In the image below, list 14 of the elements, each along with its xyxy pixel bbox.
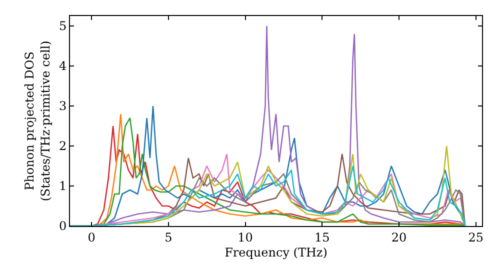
- y-tick-label: 1: [58, 179, 67, 194]
- x-axis-title: Frequency (THz): [224, 245, 328, 260]
- x-tick-label: 20: [391, 230, 407, 244]
- y-tick-label: 3: [58, 99, 67, 114]
- y-tick-label: 2: [58, 139, 67, 154]
- y-tick-label: 4: [58, 59, 67, 74]
- x-tick-label: 15: [314, 230, 330, 244]
- x-tick-label: 25: [468, 230, 484, 244]
- y-axis-title: Phonon projected DOS (States/THz·primitive cell): [22, 40, 52, 202]
- x-tick-label: 0: [88, 230, 96, 244]
- y-tick-label: 5: [58, 19, 67, 34]
- x-tick-label: 10: [238, 230, 253, 244]
- x-tick-label: 5: [164, 230, 172, 244]
- y-tick-label: 0: [58, 219, 67, 234]
